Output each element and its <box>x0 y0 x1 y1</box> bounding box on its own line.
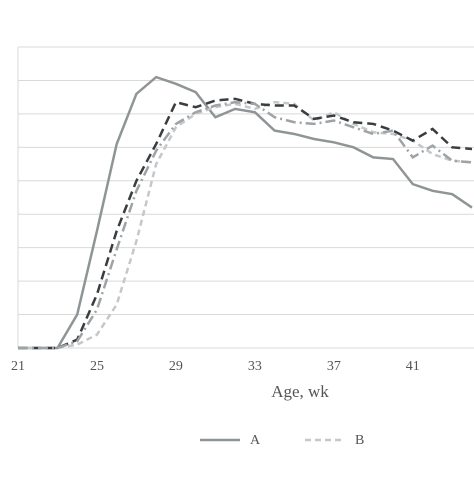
series-line <box>18 100 473 350</box>
x-tick-label: 33 <box>248 359 262 374</box>
legend-label: B <box>355 433 364 448</box>
x-tick-label: 29 <box>169 359 183 374</box>
x-axis-title: Age, wk <box>271 382 329 401</box>
series-line <box>18 75 473 350</box>
x-tick-label: 21 <box>11 359 25 374</box>
series-line <box>18 97 473 350</box>
x-tick-label: 37 <box>327 359 341 374</box>
x-tick-label: 41 <box>406 359 420 374</box>
x-tick-label: 25 <box>90 359 104 374</box>
legend-label: A <box>250 433 261 448</box>
series-line <box>18 100 473 350</box>
